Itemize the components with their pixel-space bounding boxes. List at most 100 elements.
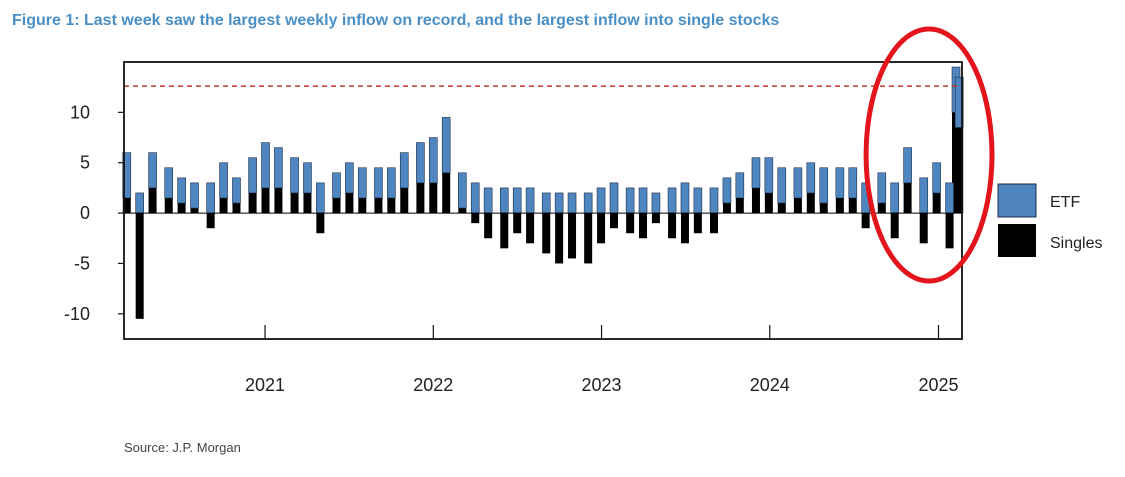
bar-singles: [513, 213, 522, 234]
bar-singles: [890, 213, 899, 239]
bar-singles: [471, 213, 480, 224]
x-tick-label: 2024: [750, 375, 790, 395]
y-tick-label: 5: [80, 153, 90, 173]
bar-singles: [932, 192, 941, 214]
legend-label-singles: Singles: [1050, 235, 1102, 252]
bar-etf: [525, 187, 535, 214]
bar-singles: [358, 197, 367, 214]
bar-singles: [710, 213, 719, 234]
bar-singles: [232, 203, 241, 214]
bar-etf: [793, 167, 803, 199]
bar-singles: [877, 203, 886, 214]
bar-singles: [261, 187, 270, 214]
bar-singles: [374, 197, 383, 214]
bar-etf: [428, 137, 438, 184]
bar-etf: [819, 167, 829, 204]
bar-singles: [848, 197, 857, 214]
bar-etf: [290, 157, 299, 194]
bar-etf: [583, 192, 593, 214]
bar-etf: [483, 187, 493, 214]
bar-etf: [903, 147, 912, 184]
bar-singles: [955, 127, 964, 214]
bar-singles: [484, 213, 493, 239]
source-note: Source: J.P. Morgan: [124, 440, 241, 455]
legend: ETF Singles: [997, 183, 1102, 257]
plot-frame: [123, 61, 963, 340]
x-tick-label: 2021: [245, 375, 285, 395]
bar-etf: [554, 192, 564, 214]
bar-singles: [945, 213, 954, 249]
bar-singles: [584, 213, 593, 264]
bar-singles: [609, 213, 618, 229]
bar-etf: [945, 182, 954, 214]
bar-singles: [274, 187, 283, 214]
bar-etf: [512, 187, 522, 214]
bar-singles: [639, 213, 648, 239]
bar-singles: [735, 197, 744, 214]
bar-etf: [190, 182, 199, 209]
legend-swatch-etf: [997, 183, 1037, 218]
bar-etf: [499, 187, 509, 214]
bar-etf: [667, 187, 677, 214]
bar-singles: [332, 197, 341, 214]
bar-singles: [542, 213, 551, 254]
bar-etf: [932, 162, 941, 194]
bar-singles: [526, 213, 535, 244]
bar-etf: [261, 142, 270, 189]
bar-singles: [148, 187, 157, 214]
bar-singles: [248, 192, 257, 214]
bar-singles: [429, 182, 438, 214]
bar-singles: [387, 197, 396, 214]
bar-etf: [735, 172, 745, 199]
bar-singles: [668, 213, 677, 239]
bar-singles: [651, 213, 660, 224]
bar-etf: [609, 182, 619, 214]
y-tick-label: -5: [74, 253, 90, 273]
chart-title: Figure 1: Last week saw the largest week…: [12, 12, 780, 29]
bar-singles: [919, 213, 928, 244]
bar-etf: [441, 117, 451, 174]
y-tick-label: 10: [70, 102, 90, 122]
x-tick-label: 2022: [413, 375, 453, 395]
bar-etf: [164, 167, 174, 199]
bar-etf: [206, 182, 215, 214]
bar-singles: [303, 192, 312, 214]
bar-etf: [877, 172, 887, 204]
bar-singles: [626, 213, 635, 234]
bar-singles: [806, 192, 815, 214]
bar-singles: [680, 213, 689, 244]
bar-etf: [541, 192, 551, 214]
bar-etf: [274, 147, 283, 189]
bar-etf: [596, 187, 606, 214]
bar-etf: [693, 187, 703, 214]
bar-etf: [890, 182, 900, 214]
bar-etf: [135, 192, 144, 214]
bar-singles: [458, 208, 467, 214]
bar-singles: [416, 182, 425, 214]
bar-etf: [764, 157, 774, 194]
bar-etf: [416, 142, 425, 184]
bar-etf: [751, 157, 761, 189]
bar-etf: [177, 177, 186, 204]
bar-singles: [722, 203, 731, 214]
bar-singles: [903, 182, 912, 214]
bar-etf: [316, 182, 325, 214]
bar-etf: [651, 192, 661, 214]
bar-singles: [819, 203, 828, 214]
bar-singles: [177, 203, 186, 214]
bar-etf: [567, 192, 577, 214]
bar-etf: [919, 177, 929, 214]
bar-singles: [442, 172, 451, 214]
bar-singles: [400, 187, 409, 214]
y-axis: -10 -5 0 5 10: [64, 102, 124, 324]
bar-singles: [777, 203, 786, 214]
bar-singles: [555, 213, 564, 264]
bar-singles: [793, 197, 802, 214]
bars-layer: [122, 66, 964, 319]
bar-singles: [597, 213, 606, 244]
bar-etf: [248, 157, 257, 194]
bar-singles: [500, 213, 509, 249]
legend-swatch-singles: [998, 224, 1036, 257]
bar-etf: [709, 187, 719, 214]
